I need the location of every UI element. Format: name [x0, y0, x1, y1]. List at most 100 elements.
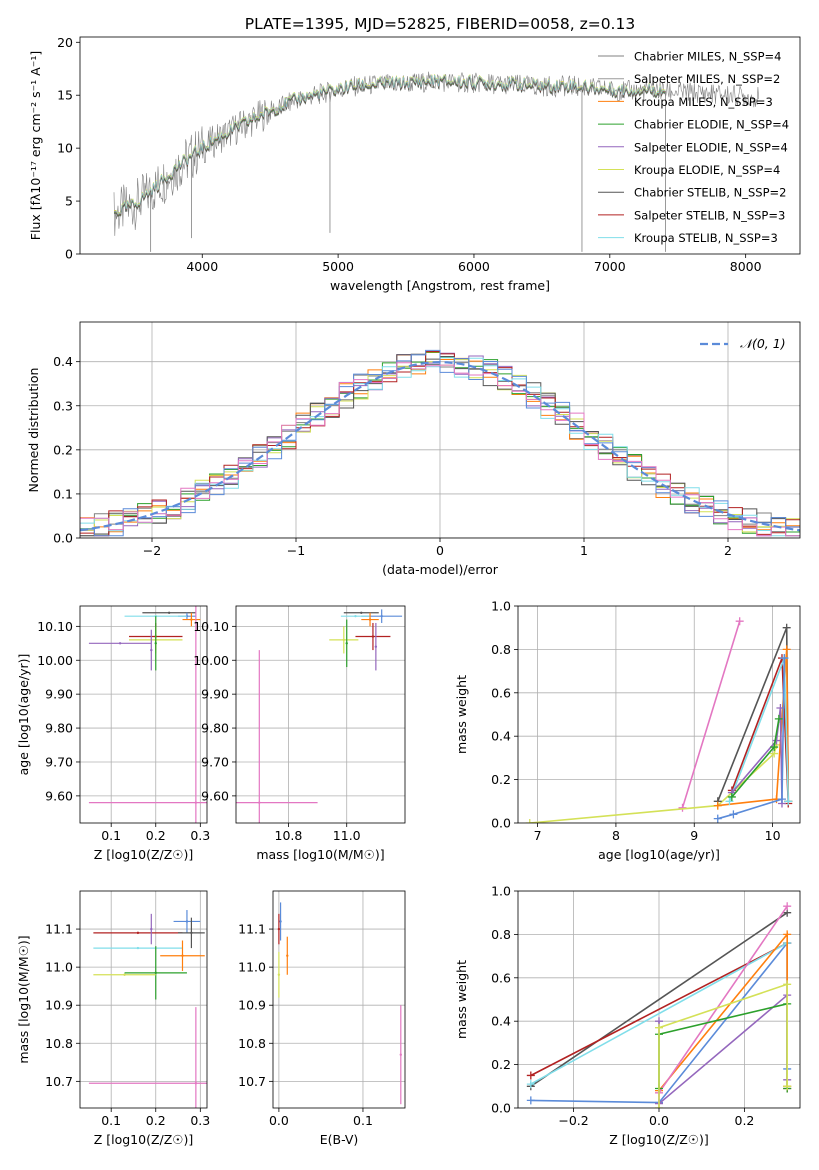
model-line [114, 74, 666, 215]
y-tick-label: 9.80 [201, 721, 229, 736]
legend-entry: Chabrier STELIB, N_SSP=2 [634, 186, 786, 200]
data-point [190, 618, 193, 621]
y-tick-label: 0.6 [491, 685, 511, 700]
x-tick-label: −1 [287, 543, 305, 558]
x-tick-label: 0.2 [146, 828, 166, 843]
y-tick-label: 0.2 [491, 1057, 511, 1072]
panel-age_weight: 7 8 9 10 0.0 0.2 0.4 0.6 0.8 1.0 age [log10(age/yr… [454, 599, 801, 862]
axes-frame [79, 321, 801, 539]
y-tick-label: 15 [57, 88, 73, 103]
data-point [150, 927, 153, 931]
plot-area [113, 71, 759, 252]
y-tick-label: 9.60 [201, 788, 229, 803]
y-tick-label: 10.9 [45, 998, 73, 1013]
data-point [185, 920, 189, 923]
x-tick-label: 8 [612, 828, 620, 843]
plot-area [518, 606, 800, 823]
x-tick-label: 2 [724, 543, 732, 558]
y-tick-label: 0.6 [491, 970, 511, 985]
x-tick-label: 0.0 [649, 1113, 669, 1128]
data-point [123, 973, 126, 976]
model-line [113, 75, 666, 216]
weight-marker [783, 1082, 792, 1091]
plot-area [80, 322, 800, 538]
weight-marker [782, 623, 791, 632]
model-line [113, 75, 666, 216]
x-axis-label: age [log10(age/yr)] [598, 847, 720, 862]
data-point [345, 642, 348, 645]
data-point [342, 638, 346, 642]
weight-marker [713, 801, 722, 810]
y-tick-label: 10.9 [238, 998, 266, 1013]
weight-line [681, 620, 741, 809]
weight-marker [727, 792, 736, 801]
weight-marker [770, 743, 779, 752]
y-tick-label: 9.60 [45, 788, 73, 803]
y-tick-label: 0.0 [53, 531, 73, 546]
model-line [113, 74, 666, 215]
weight-marker [526, 1080, 535, 1089]
weight-marker [526, 1071, 535, 1080]
y-tick-label: 0.0 [491, 816, 511, 831]
data-point [354, 614, 357, 618]
data-point [380, 614, 383, 618]
x-tick-label: −0.2 [558, 1113, 588, 1128]
x-tick-label: 0.1 [101, 828, 121, 843]
panel-residuals: −2 −1 0 1 2 0.0 0.1 0.2 0.3 0.4 (data-model)/error… [26, 321, 801, 577]
model-line [113, 77, 666, 218]
x-tick-label: 1 [580, 543, 588, 558]
y-axis-label: Flux [fλ10⁻¹⁷ erg cm⁻² s⁻¹ A⁻¹] [28, 51, 43, 240]
y-tick-label: 20 [57, 35, 73, 50]
x-tick-label: 5000 [322, 259, 354, 274]
y-axis-label: age [log10(age/yr)] [16, 654, 31, 776]
weight-marker [725, 797, 734, 806]
y-tick-label: 10.8 [238, 1036, 266, 1051]
x-tick-label: 0.0 [269, 1113, 289, 1128]
data-point [277, 927, 281, 931]
x-axis-label: mass [log10(M/M☉)] [256, 847, 384, 862]
plot-area [80, 606, 207, 823]
weight-marker [774, 714, 783, 723]
axes-frame [235, 605, 406, 824]
y-tick-label: 10.7 [238, 1074, 266, 1089]
weight-marker [780, 654, 789, 663]
y-tick-label: 10.7 [45, 1074, 73, 1089]
panel-ebv_mass: 0.0 0.1 10.7 10.8 10.9 11.0 11.1 E(B-V) [238, 890, 406, 1147]
panel-z_mass: 0.1 0.2 0.3 10.7 10.8 10.9 11.0 11.1 Z [log10(Z/… [16, 890, 210, 1147]
x-tick-label: 0.1 [353, 1113, 373, 1128]
y-tick-label: 9.90 [201, 687, 229, 702]
x-tick-label: 0.2 [735, 1113, 755, 1128]
x-tick-label: 7000 [594, 259, 626, 274]
weight-marker [782, 645, 791, 654]
data-point [136, 946, 140, 950]
x-tick-label: 9 [690, 828, 698, 843]
x-tick-label: 0 [436, 543, 444, 558]
x-tick-label: 10.8 [275, 828, 303, 843]
weight-line [530, 912, 788, 1087]
legend-entry: 𝒩(0, 1) [740, 336, 786, 351]
y-axis-label: mass weight [454, 675, 469, 754]
data-point [258, 801, 261, 804]
weight-marker [525, 819, 534, 823]
y-tick-label: 11.1 [45, 922, 73, 937]
data-point [150, 648, 153, 652]
weight-marker [783, 980, 792, 989]
axes-frame [79, 890, 208, 1109]
y-tick-label: 5 [65, 194, 73, 209]
y-tick-label: 0.1 [53, 486, 73, 501]
y-tick-label: 10.00 [37, 653, 73, 668]
weight-marker [735, 617, 744, 626]
normal-curve [80, 360, 800, 532]
panel-z_age: 0.1 0.2 0.3 9.60 9.70 9.80 9.90 10.00 10.10 Z [lo… [16, 605, 210, 862]
plot-area [80, 891, 207, 1108]
x-tick-label: −2 [143, 543, 161, 558]
panel-z_weight: −0.2 0.0 0.2 0.0 0.2 0.4 0.6 0.8 1.0 Z [log10(Z/Z… [454, 884, 801, 1147]
x-axis-label: Z [log10(Z/Z☉)] [94, 847, 194, 862]
data-point [190, 931, 193, 935]
y-tick-label: 10.8 [45, 1036, 73, 1051]
y-axis-label: mass weight [454, 960, 469, 1039]
y-tick-label: 11.0 [238, 960, 266, 975]
x-tick-label: 7 [534, 828, 542, 843]
